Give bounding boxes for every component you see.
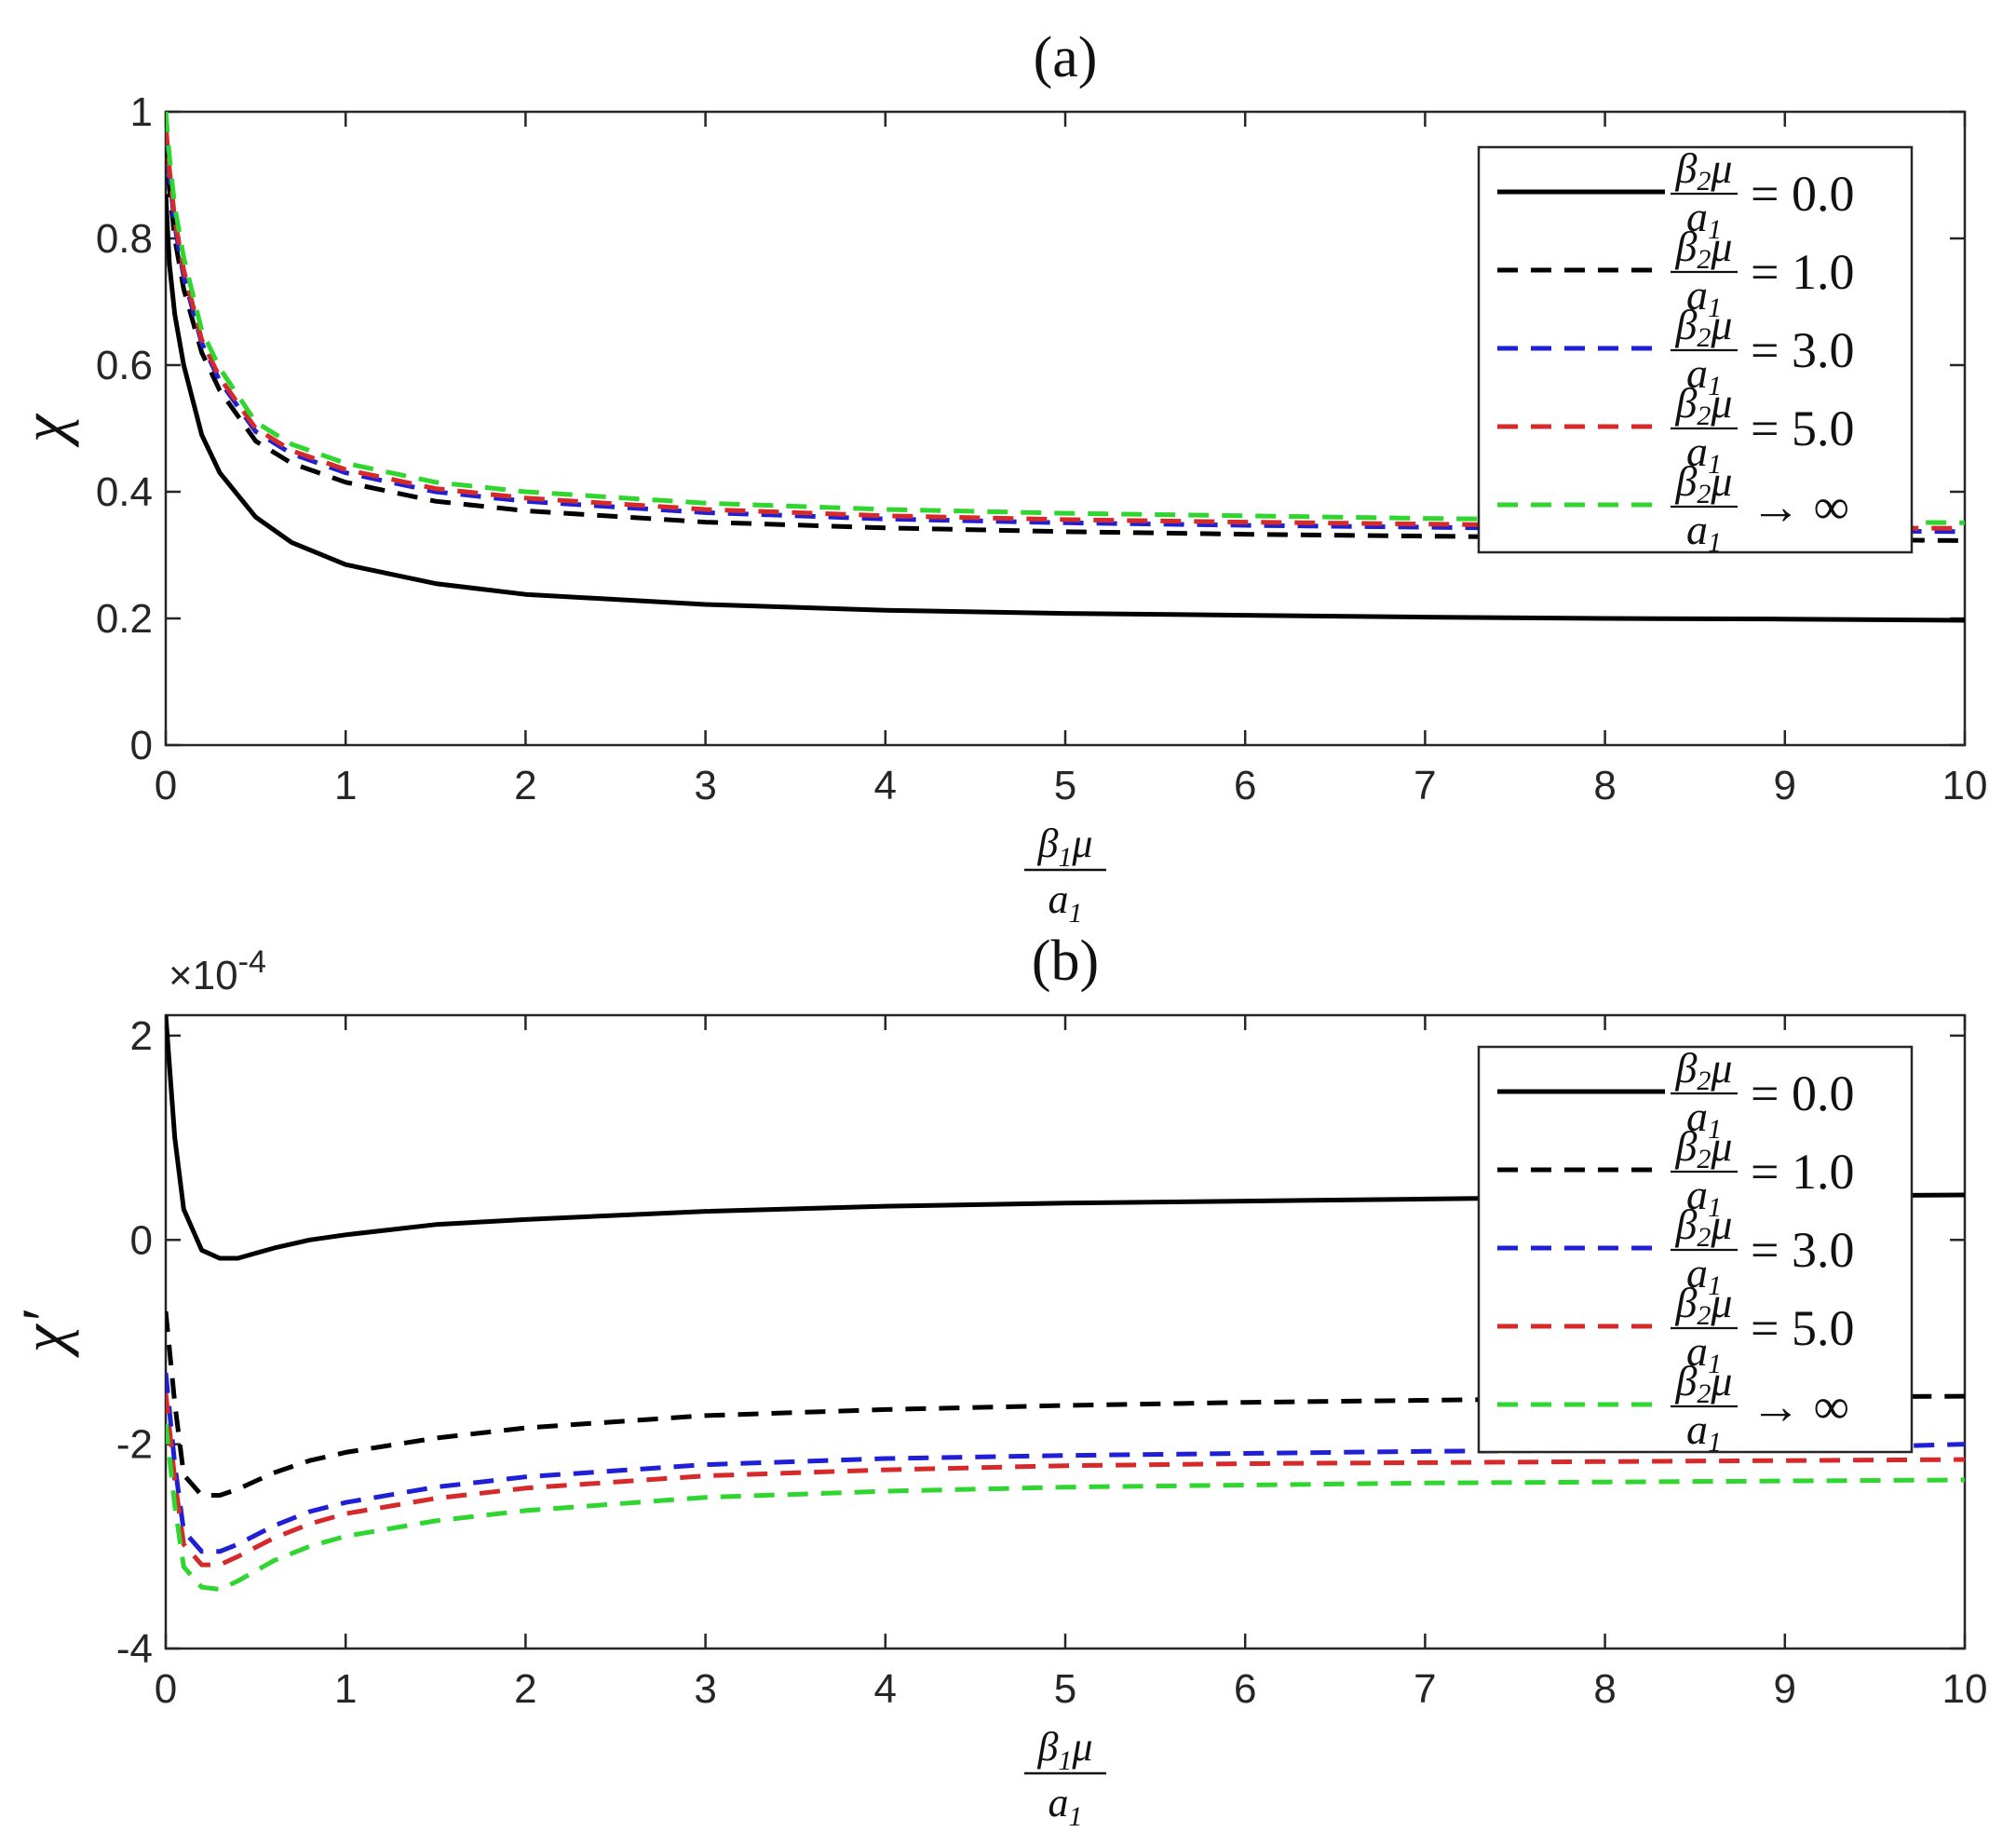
x-tick-label: 0: [155, 763, 177, 808]
y-tick-label: -4: [116, 1626, 153, 1672]
legend-label-numerator: β2μ: [1674, 144, 1732, 197]
series-line-2: [166, 1372, 1965, 1554]
y-tick-label: 0: [130, 1217, 153, 1263]
x-tick-label: 7: [1414, 763, 1436, 808]
y-tick-label: 0: [130, 723, 153, 768]
legend-label-numerator: β2μ: [1674, 1357, 1732, 1409]
y-tick-label: 0.4: [96, 469, 153, 515]
x-tick-label: 6: [1234, 763, 1256, 808]
series-line-3: [166, 1392, 1965, 1567]
legend-label-numerator: β2μ: [1674, 223, 1732, 275]
x-axis-label-numerator: β1μ: [1036, 821, 1092, 873]
y-tick-label: 0.8: [96, 216, 153, 262]
legend-label-numerator: β2μ: [1674, 379, 1732, 431]
x-tick-label: 4: [874, 763, 897, 808]
x-tick-label: 2: [514, 1666, 536, 1712]
chart-panel-b: (b)0 1 2 3 4 5 6 7 8 9 10-4-202×10-4χ′β1μa1β2μa1= …: [8, 930, 1987, 1832]
series-line-3: [166, 124, 1965, 531]
x-tick-label: 6: [1234, 1666, 1256, 1712]
axis-exponent-label: ×10-4: [169, 944, 266, 998]
legend-label-denominator: a1: [1686, 506, 1722, 558]
legend-label-denominator: a1: [1686, 193, 1722, 245]
x-axis-label-denominator: a1: [1049, 1780, 1083, 1832]
legend-label-numerator: β2μ: [1674, 1122, 1732, 1174]
legend-label-value-2: = 3.0: [1751, 322, 1854, 378]
x-tick-label: 5: [1054, 1666, 1076, 1712]
legend-label-value-2: = 3.0: [1751, 1222, 1854, 1278]
legend-label-value-3: = 5.0: [1751, 1300, 1854, 1356]
legend-label-numerator: β2μ: [1674, 457, 1732, 509]
legend-label-denominator: a1: [1686, 427, 1722, 480]
series-group: [166, 1015, 1965, 1592]
x-tick-label: 1: [334, 763, 357, 808]
x-tick-label: 0: [155, 1666, 177, 1712]
legend-label-denominator: a1: [1686, 1171, 1722, 1223]
series-group: [166, 112, 1965, 623]
panel-title: (a): [1034, 26, 1098, 89]
y-axis-label: χ: [8, 413, 79, 448]
legend-label-numerator: β2μ: [1674, 1044, 1732, 1096]
series-line-1: [166, 142, 1965, 543]
series-line-4: [166, 112, 1965, 525]
x-axis-label-numerator: β1μ: [1036, 1724, 1092, 1776]
x-tick-label: 2: [514, 763, 536, 808]
x-tick-label: 8: [1593, 1666, 1616, 1712]
y-tick-label: 2: [130, 1013, 153, 1059]
x-tick-label: 8: [1593, 763, 1616, 808]
series-line-0: [166, 194, 1965, 623]
legend-label-denominator: a1: [1686, 1092, 1722, 1145]
legend-label-value-4: → ∞: [1751, 1378, 1849, 1434]
x-tick-label: 10: [1942, 1666, 1988, 1712]
y-tick-label: 1: [130, 89, 153, 135]
x-tick-label: 3: [694, 763, 716, 808]
legend-label-numerator: β2μ: [1674, 1279, 1732, 1331]
legend-label-denominator: a1: [1686, 1327, 1722, 1379]
x-tick-label: 7: [1414, 1666, 1436, 1712]
legend-label-denominator: a1: [1686, 1405, 1722, 1458]
legend-label-value-0: = 0.0: [1751, 1065, 1854, 1121]
legend-label-value-1: = 1.0: [1751, 1144, 1854, 1200]
legend-label-value-1: = 1.0: [1751, 244, 1854, 300]
series-line-4: [166, 1423, 1965, 1592]
legend-label-denominator: a1: [1686, 1249, 1722, 1301]
x-tick-label: 3: [694, 1666, 716, 1712]
series-line-1: [166, 1310, 1965, 1498]
y-tick-label: -2: [116, 1422, 153, 1468]
legend-label-numerator: β2μ: [1674, 1201, 1732, 1253]
legend-label-denominator: a1: [1686, 349, 1722, 401]
y-tick-label: 0.2: [96, 596, 153, 642]
series-line-0: [166, 1015, 1965, 1261]
panel-title: (b): [1032, 930, 1099, 993]
x-tick-label: 9: [1774, 763, 1796, 808]
legend-label-denominator: a1: [1686, 271, 1722, 323]
chart-panel-a: (a)0 1 2 3 4 5 6 7 8 9 1000.20.40.60.81χβ1μa1β2μa1…: [8, 26, 1987, 929]
legend-label-numerator: β2μ: [1674, 301, 1732, 353]
legend-label-value-4: → ∞: [1751, 479, 1849, 535]
x-tick-label: 4: [874, 1666, 897, 1712]
y-axis-label: χ′: [8, 1310, 79, 1358]
x-tick-label: 9: [1774, 1666, 1796, 1712]
x-tick-label: 1: [334, 1666, 357, 1712]
y-tick-label: 0.6: [96, 343, 153, 388]
legend-label-value-3: = 5.0: [1751, 400, 1854, 456]
legend-label-value-0: = 0.0: [1751, 166, 1854, 222]
x-axis-label-denominator: a1: [1049, 876, 1083, 929]
x-tick-label: 10: [1942, 763, 1988, 808]
x-tick-label: 5: [1054, 763, 1076, 808]
